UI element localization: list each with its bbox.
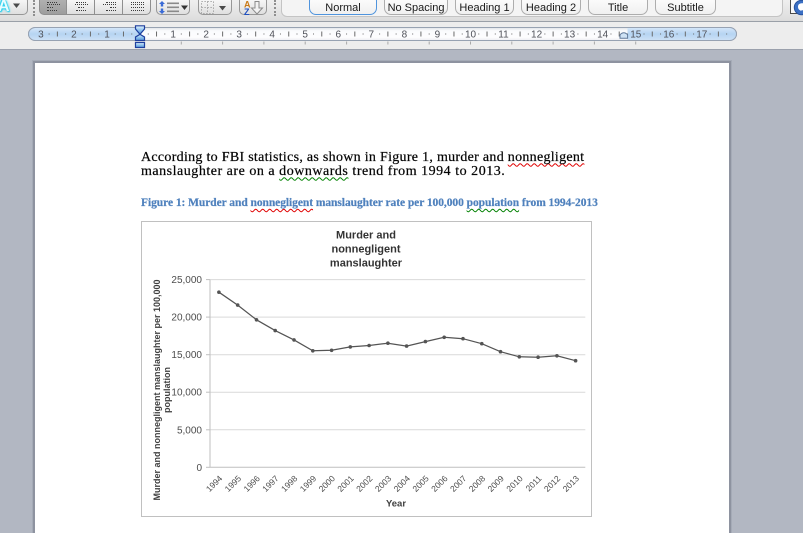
svg-text:manslaughter: manslaughter [330,258,403,270]
svg-text:12: 12 [531,30,543,41]
svg-text:9: 9 [435,30,441,41]
svg-text:Year: Year [386,499,406,510]
svg-text:6: 6 [336,30,342,41]
svg-text:Murder and: Murder and [336,230,396,242]
svg-text:25,000: 25,000 [171,275,202,286]
svg-text:population: population [162,367,172,413]
svg-text:3: 3 [38,30,44,41]
svg-text:1: 1 [104,30,110,41]
svg-text:5: 5 [302,30,308,41]
svg-text:20,000: 20,000 [171,313,202,324]
svg-text:15: 15 [630,30,642,41]
svg-text:3: 3 [236,30,242,41]
svg-text:2: 2 [203,30,209,41]
svg-text:11: 11 [498,30,509,41]
svg-text:8: 8 [402,30,408,41]
svg-text:Z: Z [244,7,250,16]
svg-text:13: 13 [564,30,576,41]
svg-text:7: 7 [369,30,375,41]
svg-text:10: 10 [465,30,477,41]
svg-text:10,000: 10,000 [171,388,202,399]
svg-text:Murder and nonnegligent mansla: Murder and nonnegligent manslaughter per… [152,279,162,500]
svg-text:5,000: 5,000 [177,425,202,436]
svg-text:16: 16 [663,30,675,41]
svg-text:0: 0 [196,463,202,474]
svg-text:4: 4 [269,30,275,41]
svg-text:A: A [244,0,251,10]
svg-text:nonnegligent: nonnegligent [331,244,400,256]
svg-text:15,000: 15,000 [171,350,202,361]
svg-text:2: 2 [71,30,77,41]
svg-text:17: 17 [696,30,708,41]
svg-text:1: 1 [170,30,176,41]
svg-text:14: 14 [597,30,609,41]
